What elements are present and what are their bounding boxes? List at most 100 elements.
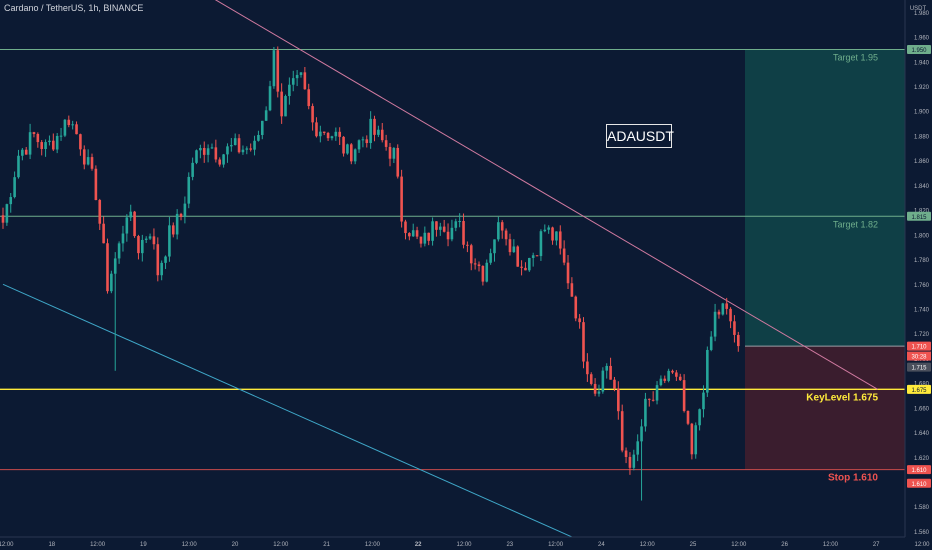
candle-body [98,200,102,224]
candle-body [187,176,191,204]
candle-body [63,119,67,136]
candle-body [110,273,113,292]
candle-body [477,264,481,266]
candle-body [334,131,338,137]
candle-body [315,122,318,137]
candle-body [442,226,446,232]
time-tick-label: 21 [323,542,330,548]
candle-body [13,177,16,198]
candle-body [647,398,651,400]
candle-body [493,239,496,254]
candle-body [543,229,547,232]
candle-body [651,399,655,401]
candle-body [582,322,585,362]
candle-body [597,391,601,394]
candle-body [1,215,5,223]
price-tick-label: 1.880 [914,134,930,140]
candle-body [5,204,9,223]
candle-body [667,370,670,381]
price-tick-label: 1.800 [914,233,930,239]
candle-body [504,230,508,240]
level-label: Stop 1.610 [828,473,878,484]
candle-body [237,138,241,153]
candle-body [500,222,504,231]
candle-body [17,155,20,178]
time-tick-label: 24 [598,542,605,548]
candle-body [346,144,349,154]
candle-body [373,118,376,135]
candle-body [547,227,550,230]
candle-body [535,255,539,257]
candle-body [206,148,210,155]
candle-body [171,225,175,235]
candle-body [690,423,694,455]
candle-body [342,136,345,154]
price-tick-label: 1.660 [914,406,930,412]
candle-body [241,149,245,153]
candle-body [392,147,396,159]
candle-body [326,132,330,139]
candle-body [655,385,659,401]
candle-body [226,146,229,155]
level-label: KeyLevel 1.675 [806,392,878,403]
symbol-title: Cardano / TetherUS, 1h, BINANCE [4,3,144,13]
candle-body [291,78,295,85]
price-tick-label: 1.860 [914,159,930,165]
candle-body [117,243,121,259]
candle-body [288,84,291,97]
loss-zone [745,346,905,470]
time-tick-label: 12:00 [640,542,656,548]
candle-body [632,454,636,468]
candle-body [295,74,299,79]
price-tick-label: 1.560 [914,530,930,536]
candle-body [365,139,369,144]
candle-body [106,243,109,292]
candle-body [71,124,74,126]
candle-body [473,263,477,265]
candle-body [497,222,500,240]
candle-body [338,131,341,137]
candle-body [133,211,136,237]
candle-body [260,120,264,135]
countdown-tag-bg [907,351,931,361]
candle-body [384,140,388,147]
price-tag-bg [907,465,931,475]
candle-body [644,398,647,427]
candle-body [9,197,13,205]
candle-body [404,221,407,234]
candle-body [423,232,427,244]
price-tag-text: 1.610 [911,468,927,474]
candle-body [520,266,523,268]
price-tag-text: 1.815 [911,215,927,221]
candle-body [322,131,326,133]
candle-body [32,132,36,134]
candle-body [218,159,222,165]
candle-body [125,217,129,234]
candle-body [79,134,82,150]
price-tick-label: 1.620 [914,456,930,462]
price-tick-label: 1.740 [914,307,930,313]
candle-body [195,150,198,163]
candle-body [531,255,535,258]
candle-body [574,296,578,319]
candle-body [388,146,392,159]
candle-body [55,135,59,150]
candle-body [439,226,442,230]
candle-body [454,221,458,228]
candle-body [617,388,620,412]
candle-body [586,361,589,375]
time-tick-label: 12:00 [548,542,564,548]
candle-body [605,365,609,371]
candle-body [415,230,419,237]
candle-body [435,221,438,230]
price-tag-bg [907,384,931,394]
price-tick-label: 1.760 [914,283,930,289]
candle-body [28,132,32,155]
candle-body [44,142,47,149]
candle-body [411,230,415,237]
time-tick-label: 25 [690,542,697,548]
candle-body [620,411,624,451]
candle-body [257,134,260,141]
